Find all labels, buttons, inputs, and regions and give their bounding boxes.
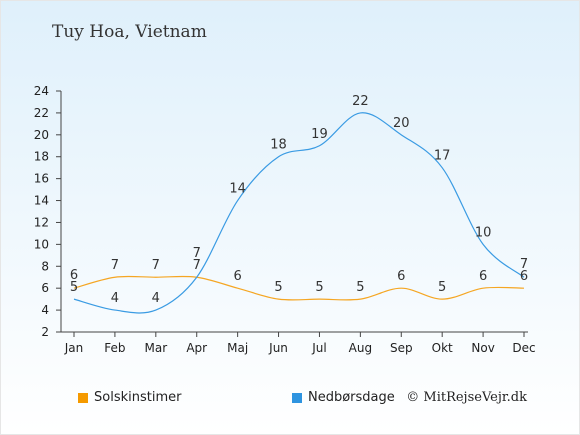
x-tick-label: Dec <box>512 341 535 355</box>
data-label-nedborsdage: 4 <box>152 291 160 306</box>
y-tick-label: 24 <box>34 84 49 98</box>
credit-text: © MitRejseVejr.dk <box>406 390 527 405</box>
y-tick-label: 4 <box>41 303 49 317</box>
x-tick-label: Sep <box>390 341 413 355</box>
legend-solskinstimer: Solskinstimer <box>78 390 181 405</box>
data-label-solskinstimer: 6 <box>520 269 528 284</box>
data-label-solskinstimer: 5 <box>356 280 364 295</box>
data-label-nedborsdage: 7 <box>193 246 201 261</box>
legend-swatch-nedborsdage <box>292 392 302 403</box>
x-tick-label: Feb <box>104 341 125 355</box>
data-label-nedborsdage: 18 <box>270 138 287 153</box>
data-label-nedborsdage: 5 <box>70 280 78 295</box>
y-tick-label: 20 <box>34 128 49 142</box>
data-label-solskinstimer: 6 <box>233 269 241 284</box>
data-label-solskinstimer: 6 <box>479 269 487 284</box>
x-tick-label: Jan <box>64 341 84 355</box>
y-tick-label: 12 <box>34 215 49 229</box>
y-tick-label: 18 <box>34 150 49 164</box>
x-tick-label: Okt <box>432 341 453 355</box>
data-label-solskinstimer: 5 <box>274 280 282 295</box>
data-label-solskinstimer: 7 <box>111 258 119 273</box>
legend-swatch-solskinstimer <box>78 392 88 403</box>
x-tick-label: Jul <box>311 341 326 355</box>
data-label-solskinstimer: 5 <box>315 280 323 295</box>
x-tick-label: Nov <box>471 341 494 355</box>
data-label-nedborsdage: 7 <box>520 257 528 272</box>
data-label-nedborsdage: 17 <box>434 149 451 164</box>
x-tick-label: Apr <box>186 341 207 355</box>
x-tick-label: Jun <box>268 341 288 355</box>
y-tick-label: 16 <box>34 172 49 186</box>
y-tick-label: 6 <box>41 281 49 295</box>
data-label-nedborsdage: 20 <box>393 116 410 131</box>
chart-title: Tuy Hoa, Vietnam <box>52 22 207 42</box>
y-tick-label: 2 <box>41 325 49 339</box>
data-label-nedborsdage: 14 <box>229 182 246 197</box>
data-label-nedborsdage: 22 <box>352 94 369 109</box>
series-line-0 <box>73 275 525 301</box>
y-tick-label: 8 <box>41 259 49 273</box>
y-tick-label: 14 <box>34 194 49 208</box>
x-tick-label: Aug <box>349 341 372 355</box>
legend-label-solskinstimer: Solskinstimer <box>94 390 182 405</box>
legend-nedborsdage: Nedbørsdage <box>292 390 395 405</box>
data-label-solskinstimer: 6 <box>70 268 78 283</box>
series-line-1 <box>73 112 525 314</box>
data-label-solskinstimer: 7 <box>152 258 160 273</box>
data-label-nedborsdage: 10 <box>475 225 492 240</box>
data-label-nedborsdage: 4 <box>111 291 119 306</box>
data-label-solskinstimer: 6 <box>397 269 405 284</box>
legend-label-nedborsdage: Nedbørsdage <box>308 390 395 405</box>
x-tick-label: Maj <box>227 341 248 355</box>
x-tick-label: Mar <box>144 341 167 355</box>
y-tick-label: 10 <box>34 237 49 251</box>
data-label-nedborsdage: 19 <box>311 127 328 142</box>
data-label-solskinstimer: 7 <box>193 258 201 273</box>
y-tick-label: 22 <box>34 106 49 120</box>
data-label-solskinstimer: 5 <box>438 280 446 295</box>
